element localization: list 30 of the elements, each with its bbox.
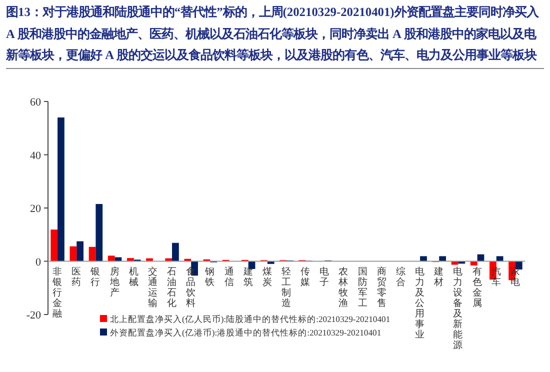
x-tick-label: 建筑 <box>242 265 254 288</box>
x-tick-label: 银行 <box>90 266 101 288</box>
x-tick-label: 商贸零售 <box>376 265 387 309</box>
x-tick-label: 轻工制造 <box>282 265 292 309</box>
x-tick-label: 农林牧渔 <box>338 266 349 309</box>
x-tick-label: 交通运输 <box>148 265 158 309</box>
x-tick-label: 电力及公用事业 <box>415 265 426 340</box>
x-tick-label: 电力设备及新能源 <box>453 265 464 351</box>
x-tick-label: 国防军工 <box>358 266 368 309</box>
x-tick-label: 传媒 <box>300 266 311 288</box>
x-tick-label: 煤炭 <box>262 265 272 288</box>
x-tick-label: 钢铁 <box>204 266 216 288</box>
chart-title: 图13：对于港股通和陆股通中的“替代性”标的，上周(20210329-20210401)外资配置盘主要同时净买入 A 股和港股中的金融地产、医药、机械以及石油石化等板块，同时净卖出 A 股和港股中的家电以及电新等板块，更偏好 A 股的交运以及食品饮料等板块，以及港股的有色、汽车、电力及公用事业等板块 <box>6 2 544 68</box>
y-tick-label: 0 <box>36 256 42 268</box>
y-tick-label: 20 <box>30 203 42 215</box>
y-tick-label: -20 <box>26 310 42 322</box>
x-tick-label: 综合 <box>396 265 406 288</box>
x-tick-label: 有色金属 <box>472 265 482 309</box>
x-tick-label: 机械 <box>128 265 139 288</box>
x-tick-label: 医药 <box>72 266 82 288</box>
legend-label: 外资配置盘净买入(亿港币):港股通中的替代性标的:20210329-20210401 <box>110 328 382 338</box>
x-tick-label: 建材 <box>433 265 444 288</box>
x-tick-label: 房地产 <box>108 265 120 298</box>
x-tick-label: 电子 <box>320 265 330 288</box>
x-tick-label: 非银行金融 <box>52 265 63 320</box>
legend-label: 北上配置盘净买入(亿人民币):陆股通中的替代性标的:20210329-20210401 <box>110 314 390 324</box>
y-tick-label: 40 <box>30 150 42 162</box>
x-tick-label: 石油石化 <box>167 266 178 309</box>
x-tick-label: 通信 <box>224 265 234 288</box>
y-tick-label: 60 <box>30 96 42 108</box>
